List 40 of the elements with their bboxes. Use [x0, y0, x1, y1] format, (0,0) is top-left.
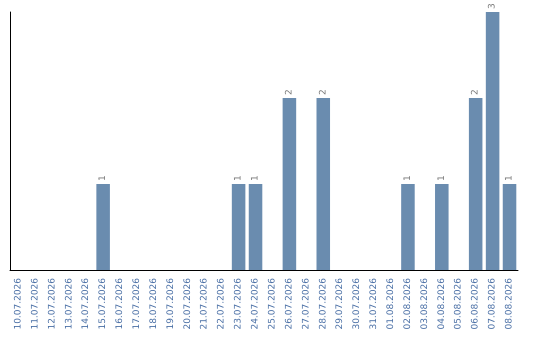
data-label: 1	[250, 175, 261, 181]
data-label: 1	[234, 175, 244, 181]
x-tick-label: 10.07.2026	[13, 278, 24, 330]
x-tick-label: 14.07.2026	[81, 278, 92, 330]
data-label: 1	[402, 175, 413, 181]
x-tick-label: 21.07.2026	[200, 278, 210, 330]
data-label: 2	[284, 89, 294, 95]
x-tick-label: 18.07.2026	[148, 278, 159, 330]
data-label: 2	[318, 89, 328, 95]
x-tick-label: 12.07.2026	[47, 278, 58, 330]
x-tick-label: 31.07.2026	[369, 278, 380, 330]
x-tick-label: 16.07.2026	[115, 278, 126, 330]
x-tick-label: 17.07.2026	[132, 278, 142, 330]
x-tick-label: 01.08.2026	[386, 278, 396, 330]
x-tick-label: 29.07.2026	[335, 278, 346, 330]
x-tick-label: 13.07.2026	[64, 278, 74, 330]
x-tick-label: 19.07.2026	[166, 278, 176, 330]
x-tick-label: 25.07.2026	[267, 278, 278, 330]
x-tick-label: 02.08.2026	[402, 278, 413, 330]
x-tick-label: 20.07.2026	[182, 278, 193, 330]
x-tick-label: 27.07.2026	[301, 278, 312, 330]
data-label: 1	[436, 175, 447, 181]
x-tick-label: 03.08.2026	[420, 278, 430, 330]
x-tick-label: 22.07.2026	[216, 278, 227, 330]
x-tick-label: 05.08.2026	[454, 278, 464, 330]
x-tick-label: 30.07.2026	[352, 278, 362, 330]
data-label: 3	[488, 3, 498, 9]
x-tick-label: 08.08.2026	[504, 278, 515, 330]
x-tick-label: 23.07.2026	[234, 278, 244, 330]
x-tick-label: 15.07.2026	[98, 278, 108, 330]
data-label: 1	[98, 175, 108, 181]
data-label: 1	[504, 175, 515, 181]
x-tick-label: 07.08.2026	[488, 278, 498, 330]
x-tick-label: 28.07.2026	[318, 278, 328, 330]
x-tick-label: 04.08.2026	[436, 278, 447, 330]
x-tick-label: 11.07.2026	[30, 278, 40, 330]
data-label: 2	[470, 89, 481, 95]
x-tick-label: 24.07.2026	[250, 278, 261, 330]
x-tick-label: 26.07.2026	[284, 278, 294, 330]
x-tick-label: 06.08.2026	[470, 278, 481, 330]
